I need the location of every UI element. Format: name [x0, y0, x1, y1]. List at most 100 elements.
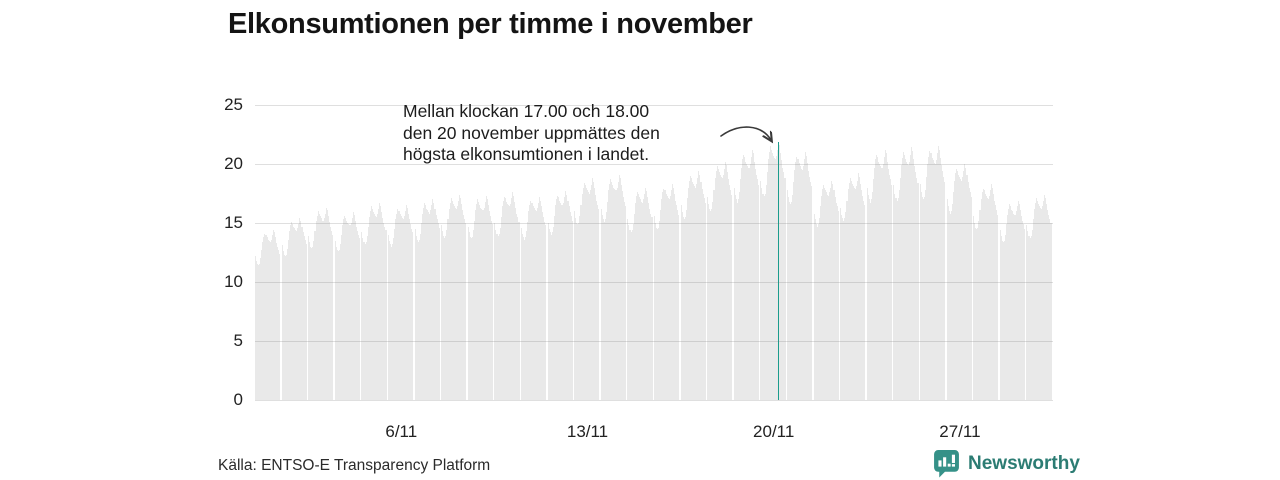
- hour-bar: [836, 206, 838, 400]
- hour-bar: [790, 204, 792, 400]
- hour-bar: [949, 213, 951, 400]
- hour-bar: [960, 179, 962, 400]
- hour-bar: [603, 221, 605, 400]
- hour-bar: [363, 241, 365, 400]
- hour-bar: [760, 180, 762, 400]
- hour-bar: [391, 246, 393, 400]
- hour-bar: [735, 199, 737, 400]
- hour-bar: [629, 230, 631, 400]
- hour-bar: [406, 207, 408, 400]
- hour-bar: [623, 201, 625, 400]
- hour-bar: [816, 226, 818, 400]
- annotation-arrow-icon: [720, 126, 785, 150]
- hour-bar: [978, 220, 980, 400]
- hour-bar: [424, 202, 426, 400]
- hour-bar: [713, 189, 715, 400]
- hour-bar: [604, 219, 607, 400]
- hour-bar: [456, 206, 458, 400]
- hour-bar: [1018, 204, 1020, 400]
- hour-bar: [314, 231, 316, 400]
- hour-bar: [533, 207, 535, 400]
- day-group-18: [707, 105, 733, 400]
- hour-bar: [873, 179, 875, 400]
- hour-bar: [1030, 235, 1032, 400]
- hour-bar: [279, 253, 281, 400]
- hour-bar: [521, 227, 523, 400]
- hour-bar: [496, 233, 498, 400]
- hour-bar: [784, 178, 786, 400]
- hour-bar: [585, 187, 587, 400]
- hour-bar: [558, 197, 560, 400]
- hour-bar: [818, 218, 820, 400]
- hour-bar: [344, 215, 346, 400]
- hour-bar: [765, 185, 767, 400]
- hour-bar: [261, 250, 263, 400]
- hour-bar: [974, 223, 976, 400]
- hour-bar: [434, 208, 436, 400]
- hour-bar: [861, 189, 863, 400]
- hour-bar: [757, 185, 759, 400]
- hour-bar: [516, 213, 518, 400]
- hour-bar: [761, 187, 763, 400]
- hour-bar: [515, 207, 517, 400]
- hour-bar: [275, 243, 277, 400]
- hour-bar: [737, 199, 740, 400]
- hour-bar: [609, 184, 611, 400]
- hour-bar: [776, 155, 778, 400]
- hour-bar: [841, 214, 843, 400]
- hour-bar: [394, 228, 396, 400]
- hour-bar: [595, 194, 597, 400]
- hour-bar: [427, 210, 429, 400]
- hour-bar: [513, 195, 515, 400]
- hour-bar: [769, 146, 771, 400]
- day-group-24: [866, 105, 892, 400]
- hour-bar: [405, 205, 407, 400]
- hour-bar: [828, 195, 830, 400]
- hour-bar: [450, 198, 452, 400]
- hour-bar: [688, 180, 691, 400]
- hour-bar: [844, 218, 846, 400]
- hour-bar: [829, 192, 831, 400]
- hour-bar: [610, 179, 612, 400]
- hour-bar: [341, 234, 343, 400]
- hour-bar: [685, 210, 687, 400]
- day-group-11: [521, 105, 547, 400]
- hour-bar: [563, 202, 565, 400]
- day-group-21: [787, 105, 813, 400]
- hour-bar: [734, 194, 736, 400]
- hour-bar: [1043, 200, 1045, 400]
- hour-bar: [782, 167, 784, 400]
- hour-bar: [929, 151, 931, 400]
- hour-bar: [579, 215, 581, 400]
- hour-bar: [527, 221, 529, 400]
- hour-bar: [966, 174, 968, 400]
- hour-bar: [702, 193, 704, 400]
- hour-bar: [611, 181, 613, 400]
- hour-bar: [545, 225, 547, 400]
- hour-bar: [915, 172, 917, 400]
- hour-bar: [860, 184, 862, 400]
- x-axis-label-13-11: 13/11: [566, 422, 609, 441]
- hour-bar: [1012, 211, 1014, 400]
- page-title: Elkonsumtionen per timme i november: [228, 8, 753, 40]
- hour-bar: [395, 219, 397, 400]
- hour-bar: [979, 210, 981, 400]
- hour-bar: [598, 208, 600, 400]
- hour-bar: [722, 174, 724, 400]
- hour-bar: [846, 200, 848, 400]
- hour-bar: [534, 210, 536, 400]
- hour-bar: [726, 165, 728, 400]
- hour-bar: [667, 198, 669, 400]
- hour-bar: [1029, 238, 1031, 400]
- hour-bar: [694, 186, 696, 400]
- hour-bar: [475, 210, 477, 400]
- hour-bar: [614, 188, 616, 400]
- hour-bar: [826, 192, 828, 400]
- hour-bar: [634, 202, 636, 400]
- hour-bar: [1033, 208, 1035, 400]
- hour-bar: [509, 206, 511, 400]
- hour-bar: [1050, 223, 1052, 400]
- hour-bar: [582, 187, 584, 400]
- hour-bar: [389, 240, 391, 400]
- hour-bar: [1002, 241, 1004, 400]
